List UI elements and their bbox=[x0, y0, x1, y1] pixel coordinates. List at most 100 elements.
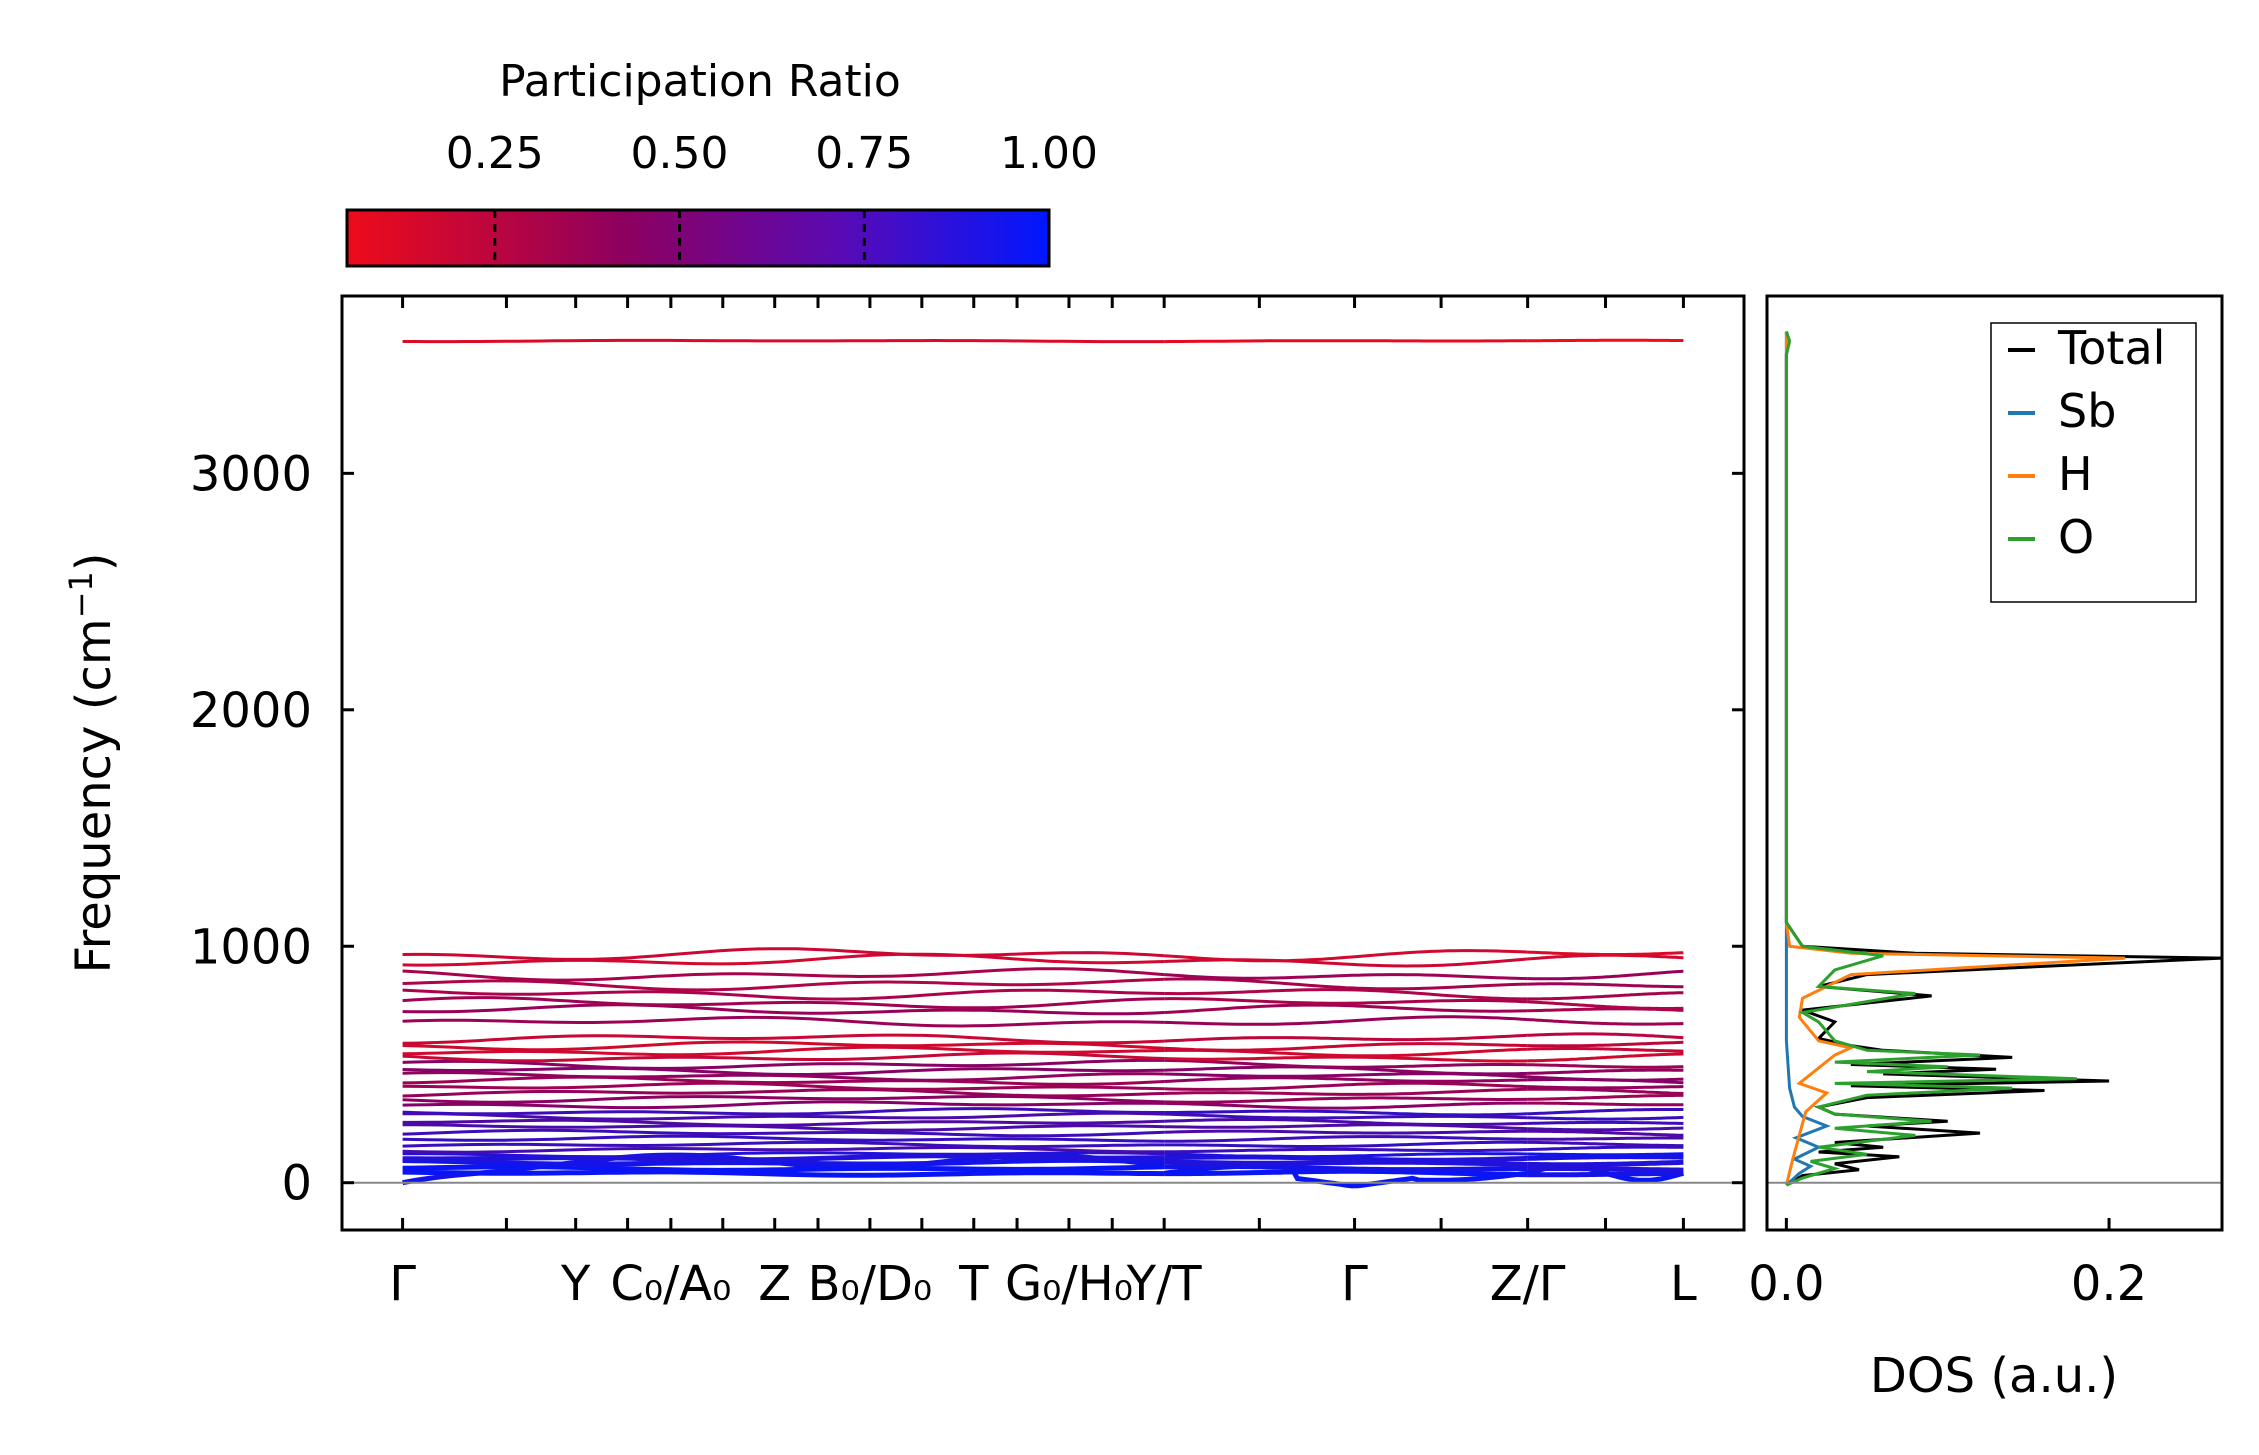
phonon-band bbox=[1164, 973, 1528, 981]
dos-series-sb bbox=[1784, 331, 1831, 1187]
phonon-band bbox=[402, 1107, 1165, 1116]
phonon-band bbox=[1527, 1120, 1684, 1125]
phonon-band bbox=[402, 1169, 1165, 1178]
legend-label: O bbox=[2058, 510, 2094, 564]
y-axis-label-superscript: −1 bbox=[62, 571, 100, 618]
dos-axes: 0.0 0.2 bbox=[1748, 1181, 2222, 1312]
phonon-band bbox=[1164, 1042, 1528, 1052]
dos-x-tick-label: 0.0 bbox=[1748, 1256, 1824, 1312]
phonon-band bbox=[402, 1040, 1165, 1052]
phonon-band bbox=[1164, 1076, 1528, 1083]
legend-label: Sb bbox=[2058, 384, 2116, 438]
phonon-band bbox=[402, 1081, 1165, 1091]
phonon-band bbox=[1527, 1047, 1684, 1053]
phonon-band bbox=[1164, 1015, 1528, 1026]
phonon-band bbox=[402, 1015, 1165, 1028]
phonon-band bbox=[1164, 1081, 1528, 1091]
dos-x-tick-label: 0.2 bbox=[2071, 1256, 2147, 1312]
phonon-band bbox=[1527, 1145, 1684, 1152]
dos-lines bbox=[1784, 331, 2222, 1187]
colorbar-tick-label: 1.00 bbox=[1000, 128, 1098, 179]
phonon-band bbox=[1164, 977, 1528, 991]
phonon-band bbox=[402, 1146, 1165, 1154]
phonon-band bbox=[1164, 1087, 1528, 1096]
phonon-band bbox=[1527, 982, 1684, 989]
phonon-band bbox=[1164, 1147, 1528, 1154]
phonon-band bbox=[1164, 1123, 1528, 1131]
phonon-band bbox=[402, 1003, 1165, 1016]
phonon-band bbox=[1527, 1032, 1684, 1040]
legend-frame bbox=[1990, 322, 2197, 603]
dos-legend: Total Sb HO bbox=[1990, 321, 2197, 603]
k-point-label: Z/Γ bbox=[1490, 1256, 1566, 1312]
phonon-band bbox=[1164, 1112, 1528, 1120]
phonon-band bbox=[1164, 339, 1528, 344]
phonon-band bbox=[1527, 1115, 1684, 1121]
phonon-band bbox=[1527, 1075, 1684, 1082]
phonon-band bbox=[402, 1075, 1165, 1086]
colorbar-tick-label: 0.50 bbox=[631, 128, 729, 179]
phonon-band bbox=[402, 1111, 1165, 1121]
phonon-band bbox=[402, 1134, 1165, 1143]
phonon-band bbox=[1527, 1085, 1684, 1090]
y-tick-label: 0 bbox=[281, 1156, 312, 1212]
phonon-band bbox=[1527, 1140, 1684, 1148]
phonon-band bbox=[402, 977, 1165, 992]
phonon-band bbox=[1527, 1170, 1684, 1178]
band-plot-frame bbox=[340, 294, 1746, 1232]
colorbar: Participation Ratio 0.25 0.50 0.75 1.00 bbox=[345, 56, 1098, 268]
phonon-band bbox=[402, 952, 1165, 967]
phonon-band bbox=[1527, 1108, 1684, 1116]
phonon-band bbox=[402, 1058, 1165, 1070]
phonon-band bbox=[1527, 1152, 1684, 1157]
k-point-label: Γ bbox=[1341, 1256, 1368, 1312]
phonon-band bbox=[1164, 949, 1528, 963]
phonon-band bbox=[402, 1140, 1165, 1149]
phonon-band bbox=[1527, 950, 1684, 956]
band-axes: 0 1000 2000 3000 Γ Y C₀/A₀ Z B₀/D₀ T G₀/H₀Y/T Γ Z/Γ L bbox=[190, 296, 2222, 1312]
phonon-band bbox=[402, 947, 1165, 961]
phonon-band bbox=[1164, 1118, 1528, 1126]
y-tick-label: 3000 bbox=[190, 446, 312, 502]
colorbar-tick-label: 0.25 bbox=[446, 128, 544, 179]
phonon-band bbox=[1527, 969, 1684, 981]
phonon-band bbox=[1164, 1152, 1528, 1159]
phonon-band bbox=[1527, 1018, 1684, 1026]
phonon-band bbox=[402, 1045, 1165, 1057]
phonon-band bbox=[402, 1153, 1165, 1163]
y-tick-label: 1000 bbox=[190, 919, 312, 975]
phonon-band bbox=[402, 996, 1165, 1010]
phonon-band bbox=[1164, 1033, 1528, 1043]
colorbar-tick-label: 0.75 bbox=[815, 128, 913, 179]
phonon-band bbox=[1164, 1096, 1528, 1104]
phonon-band bbox=[1527, 1136, 1684, 1141]
dos-x-axis-label: DOS (a.u.) bbox=[1870, 1348, 2118, 1404]
phonon-band bbox=[1527, 1093, 1684, 1101]
phonon-band bbox=[402, 1157, 1165, 1167]
phonon-band bbox=[1164, 1163, 1528, 1173]
phonon-band bbox=[402, 988, 1165, 1001]
k-point-label: Z bbox=[758, 1256, 791, 1312]
k-point-label: Γ bbox=[389, 1256, 416, 1312]
phonon-band bbox=[402, 1033, 1165, 1045]
y-axis-label: Frequency (cm−1) bbox=[62, 552, 122, 973]
k-point-label: Y bbox=[560, 1256, 591, 1312]
phonon-band bbox=[1527, 1040, 1684, 1048]
legend-label: Total bbox=[2057, 321, 2165, 375]
colorbar-ticks: 0.25 0.50 0.75 1.00 bbox=[446, 128, 1098, 179]
phonon-band bbox=[402, 1128, 1165, 1138]
k-point-label: B₀/D₀ bbox=[808, 1256, 933, 1312]
phonon-band bbox=[1527, 1052, 1684, 1063]
phonon-band bbox=[1164, 1159, 1528, 1167]
phonon-band bbox=[402, 1066, 1165, 1076]
band-structure-panel: 0 1000 2000 3000 Γ Y C₀/A₀ Z B₀/D₀ T G₀/H₀Y/T Γ Z/Γ L… bbox=[62, 294, 2222, 1312]
phonon-band bbox=[1164, 1140, 1528, 1148]
phonon-band bbox=[402, 967, 1165, 982]
phonon-band bbox=[1164, 1129, 1528, 1135]
phonon-band bbox=[1164, 997, 1528, 1005]
phonon-band bbox=[402, 1151, 1165, 1159]
phonon-band bbox=[1164, 1109, 1528, 1117]
phonon-band bbox=[402, 1164, 1165, 1173]
phonon-band bbox=[1527, 1154, 1684, 1161]
